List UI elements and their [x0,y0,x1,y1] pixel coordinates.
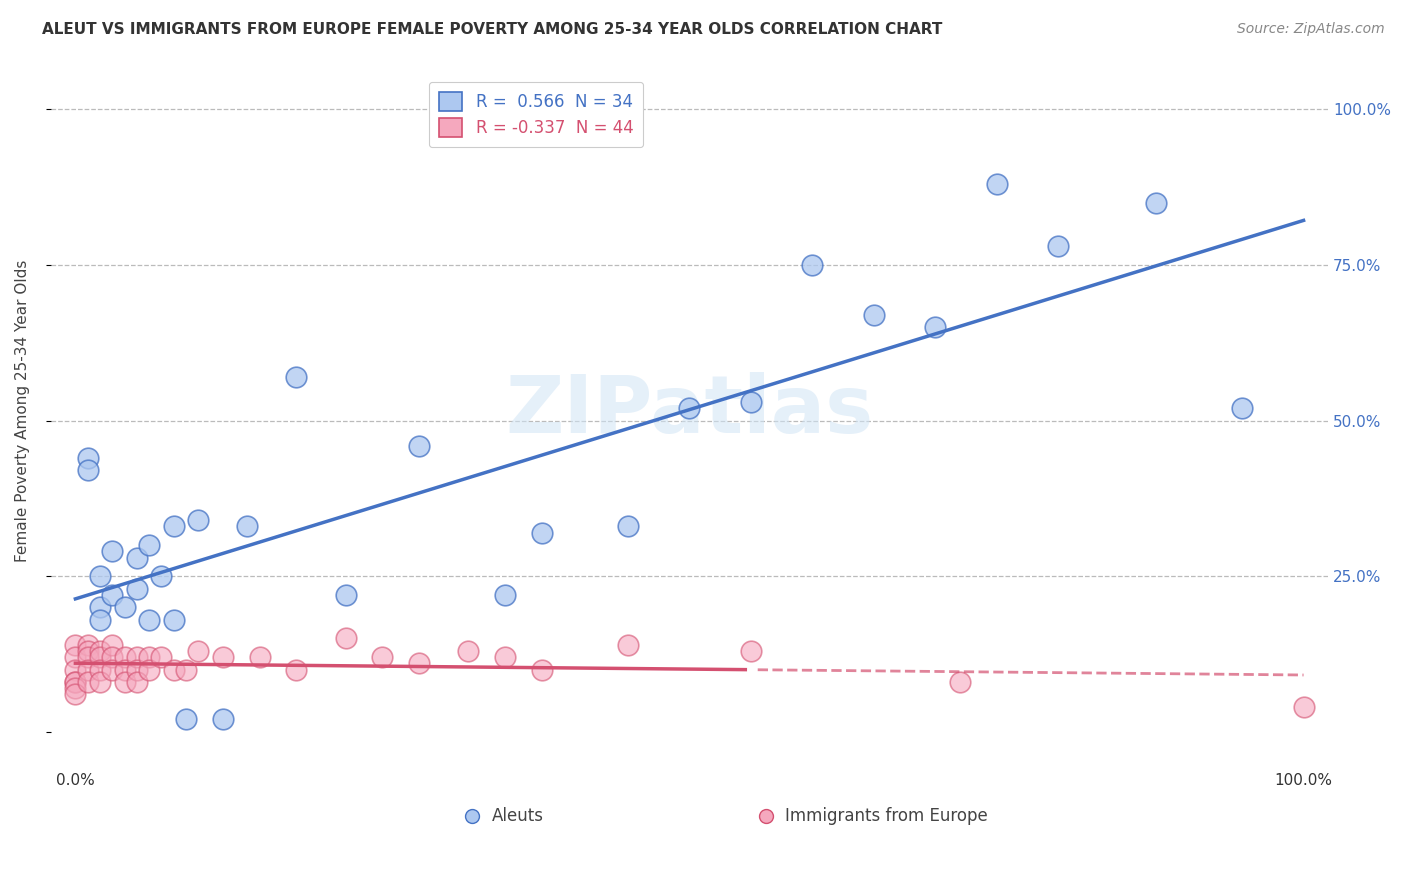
Point [125,675,148,690]
Point [138,663,160,677]
Point [470,772,492,786]
Point [211,650,233,665]
Point [76,644,98,658]
Point [114,600,136,615]
Point [101,663,124,677]
Point [138,650,160,665]
Point [89,650,111,665]
Point [187,644,209,658]
Point [65,638,87,652]
Point [494,588,516,602]
Point [211,712,233,726]
Point [187,513,209,527]
Point [125,550,148,565]
Point [125,582,148,596]
Point [335,588,357,602]
Point [89,613,111,627]
Point [114,663,136,677]
Point [163,663,186,677]
Point [494,650,516,665]
Text: Source: ZipAtlas.com: Source: ZipAtlas.com [1237,22,1385,37]
Point [76,463,98,477]
Point [371,650,394,665]
Point [1230,401,1253,416]
Point [101,650,124,665]
Point [101,588,124,602]
Point [76,638,98,652]
Point [408,657,430,671]
Point [76,650,98,665]
Point [986,177,1008,191]
Point [65,650,87,665]
Point [924,320,946,334]
Point [531,525,554,540]
Point [138,538,160,552]
Text: ZIPatlas: ZIPatlas [505,372,873,450]
Point [285,663,308,677]
Point [531,663,554,677]
Point [101,544,124,558]
Point [65,663,87,677]
Point [89,600,111,615]
Point [76,675,98,690]
Point [335,632,357,646]
Point [249,650,271,665]
Point [65,681,87,696]
Point [740,644,762,658]
Point [408,438,430,452]
Point [65,688,87,702]
Point [89,663,111,677]
Point [114,650,136,665]
Point [101,638,124,652]
Point [236,519,259,533]
Point [163,519,186,533]
Point [678,401,700,416]
Point [76,663,98,677]
Text: Immigrants from Europe: Immigrants from Europe [786,806,988,825]
Point [163,613,186,627]
Point [617,638,640,652]
Point [1292,700,1315,714]
Point [150,569,173,583]
Point [65,675,87,690]
Point [138,613,160,627]
Point [125,663,148,677]
Point [89,569,111,583]
Point [65,675,87,690]
Point [862,308,884,322]
Text: ALEUT VS IMMIGRANTS FROM EUROPE FEMALE POVERTY AMONG 25-34 YEAR OLDS CORRELATION: ALEUT VS IMMIGRANTS FROM EUROPE FEMALE P… [42,22,942,37]
Point [752,772,775,786]
Point [949,675,972,690]
Point [150,650,173,665]
Legend: R =  0.566  N = 34, R = -0.337  N = 44: R = 0.566 N = 34, R = -0.337 N = 44 [429,82,644,147]
Point [457,644,479,658]
Y-axis label: Female Poverty Among 25-34 Year Olds: Female Poverty Among 25-34 Year Olds [15,260,30,563]
Point [801,258,824,272]
Point [89,675,111,690]
Point [740,395,762,409]
Point [125,650,148,665]
Point [174,663,197,677]
Point [285,370,308,384]
Point [114,675,136,690]
Point [76,450,98,465]
Point [617,519,640,533]
Point [1144,195,1167,210]
Point [174,712,197,726]
Point [89,644,111,658]
Point [1046,239,1069,253]
Text: Aleuts: Aleuts [492,806,544,825]
